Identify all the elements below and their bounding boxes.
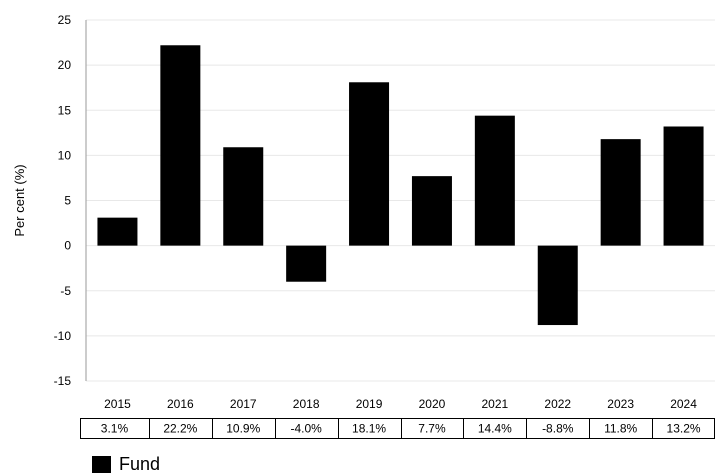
- data-table-border: [80, 418, 715, 439]
- x-tick-label: 2021: [481, 397, 508, 411]
- data-table-cell: 3.1%: [101, 422, 129, 436]
- data-table-cell: 13.2%: [667, 422, 701, 436]
- y-tick-label: -15: [54, 374, 72, 388]
- bar-2021: [474, 115, 515, 246]
- legend-swatch-fund: [92, 455, 111, 473]
- data-table-cell: 14.4%: [478, 422, 512, 436]
- y-tick-label: 25: [58, 13, 72, 27]
- data-table-cell: 11.8%: [604, 422, 637, 436]
- x-tick-label: 2015: [104, 397, 131, 411]
- data-table-cell: 22.2%: [163, 422, 197, 436]
- bar-2020: [411, 176, 452, 246]
- bar-2024: [663, 126, 704, 246]
- data-table-cell: 7.7%: [418, 422, 446, 436]
- data-table-cell: -4.0%: [290, 422, 322, 436]
- y-axis-title: Per cent (%): [12, 164, 27, 236]
- y-tick-label: 0: [64, 239, 71, 253]
- y-tick-label: 5: [64, 194, 71, 208]
- chart-legend: Fund: [92, 454, 160, 474]
- bar-2015: [97, 217, 138, 246]
- data-table-cell: 18.1%: [352, 422, 386, 436]
- legend-label-fund: Fund: [119, 454, 161, 474]
- data-table-cell: -8.8%: [542, 422, 574, 436]
- bar-2022: [537, 245, 578, 326]
- x-tick-label: 2024: [670, 397, 697, 411]
- y-tick-label: -5: [60, 284, 71, 298]
- y-tick-label: 20: [58, 58, 72, 72]
- bar-2017: [223, 147, 264, 246]
- bar-2018: [286, 245, 327, 282]
- y-tick-label: 10: [58, 148, 72, 162]
- x-tick-label: 2022: [544, 397, 571, 411]
- x-tick-label: 2020: [419, 397, 446, 411]
- y-tick-label: -10: [54, 329, 72, 343]
- y-tick-label: 15: [58, 103, 72, 117]
- x-tick-label: 2019: [356, 397, 383, 411]
- x-tick-label: 2017: [230, 397, 257, 411]
- x-tick-label: 2023: [607, 397, 634, 411]
- x-tick-label: 2018: [293, 397, 320, 411]
- data-table-cell: 10.9%: [226, 422, 260, 436]
- bar-2023: [600, 139, 641, 246]
- bar-2019: [349, 82, 390, 246]
- x-tick-label: 2016: [167, 397, 194, 411]
- bar-2016: [160, 45, 201, 246]
